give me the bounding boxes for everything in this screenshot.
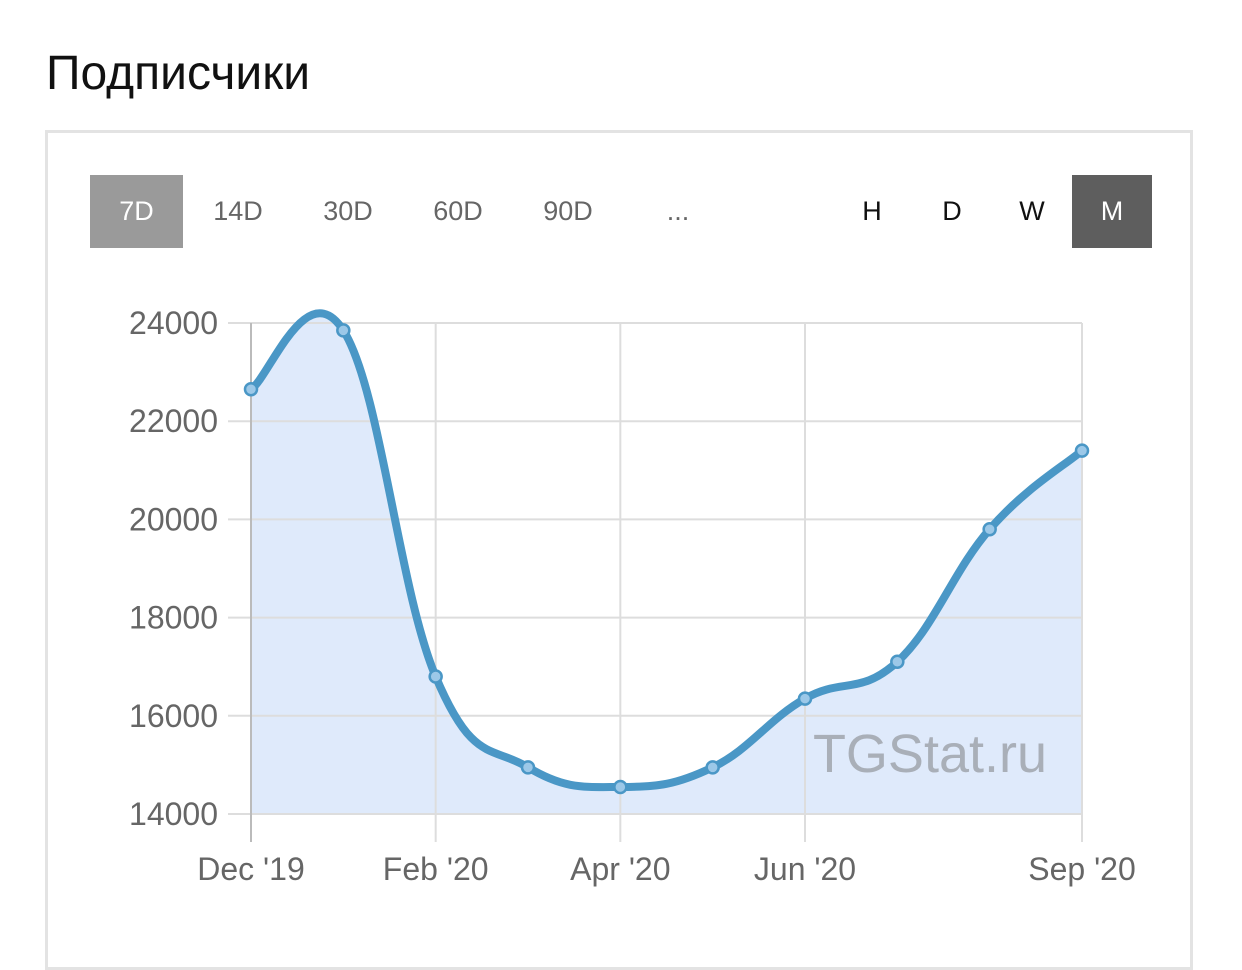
data-point xyxy=(1074,443,1090,458)
range-button-more[interactable]: ... xyxy=(666,196,690,226)
granularity-button-month[interactable]: M xyxy=(1072,175,1152,248)
y-tick-label: 18000 xyxy=(129,600,218,636)
range-buttons: 7D 14D 30D 60D 90D ... xyxy=(90,175,733,248)
range-button-7d[interactable]: 7D xyxy=(90,175,183,248)
data-point xyxy=(982,521,997,537)
range-button-30d[interactable]: 30D xyxy=(323,196,373,226)
granularity-button-week[interactable]: W xyxy=(1019,196,1045,226)
x-tick-label: Dec '19 xyxy=(197,851,305,887)
y-tick-label: 16000 xyxy=(129,698,218,734)
y-tick-label: 20000 xyxy=(129,501,218,537)
x-tick-label: Feb '20 xyxy=(383,851,489,887)
data-point xyxy=(520,760,536,775)
range-button-90d[interactable]: 90D xyxy=(543,196,593,226)
area-fill xyxy=(251,313,1082,814)
page-title: Подписчики xyxy=(46,47,311,100)
range-button-14d[interactable]: 14D xyxy=(213,196,263,226)
y-tick-label: 22000 xyxy=(129,403,218,439)
data-point xyxy=(243,382,259,397)
x-tick-label: Apr '20 xyxy=(570,851,670,887)
x-tick-label: Sep '20 xyxy=(1028,851,1136,887)
granularity-button-hour[interactable]: H xyxy=(862,196,882,226)
data-point xyxy=(890,654,905,670)
granularity-buttons: H D W M xyxy=(832,175,1152,248)
x-tick-label: Jun '20 xyxy=(754,851,856,887)
data-point xyxy=(705,760,720,775)
range-button-60d[interactable]: 60D xyxy=(433,196,483,226)
data-point xyxy=(428,669,443,684)
data-point xyxy=(613,779,628,795)
watermark: TGStat.ru xyxy=(813,724,1047,784)
granularity-button-day[interactable]: D xyxy=(942,196,962,226)
data-point xyxy=(336,323,351,338)
y-tick-label: 24000 xyxy=(129,305,218,341)
y-tick-label: 14000 xyxy=(129,796,218,832)
data-point xyxy=(797,691,813,706)
